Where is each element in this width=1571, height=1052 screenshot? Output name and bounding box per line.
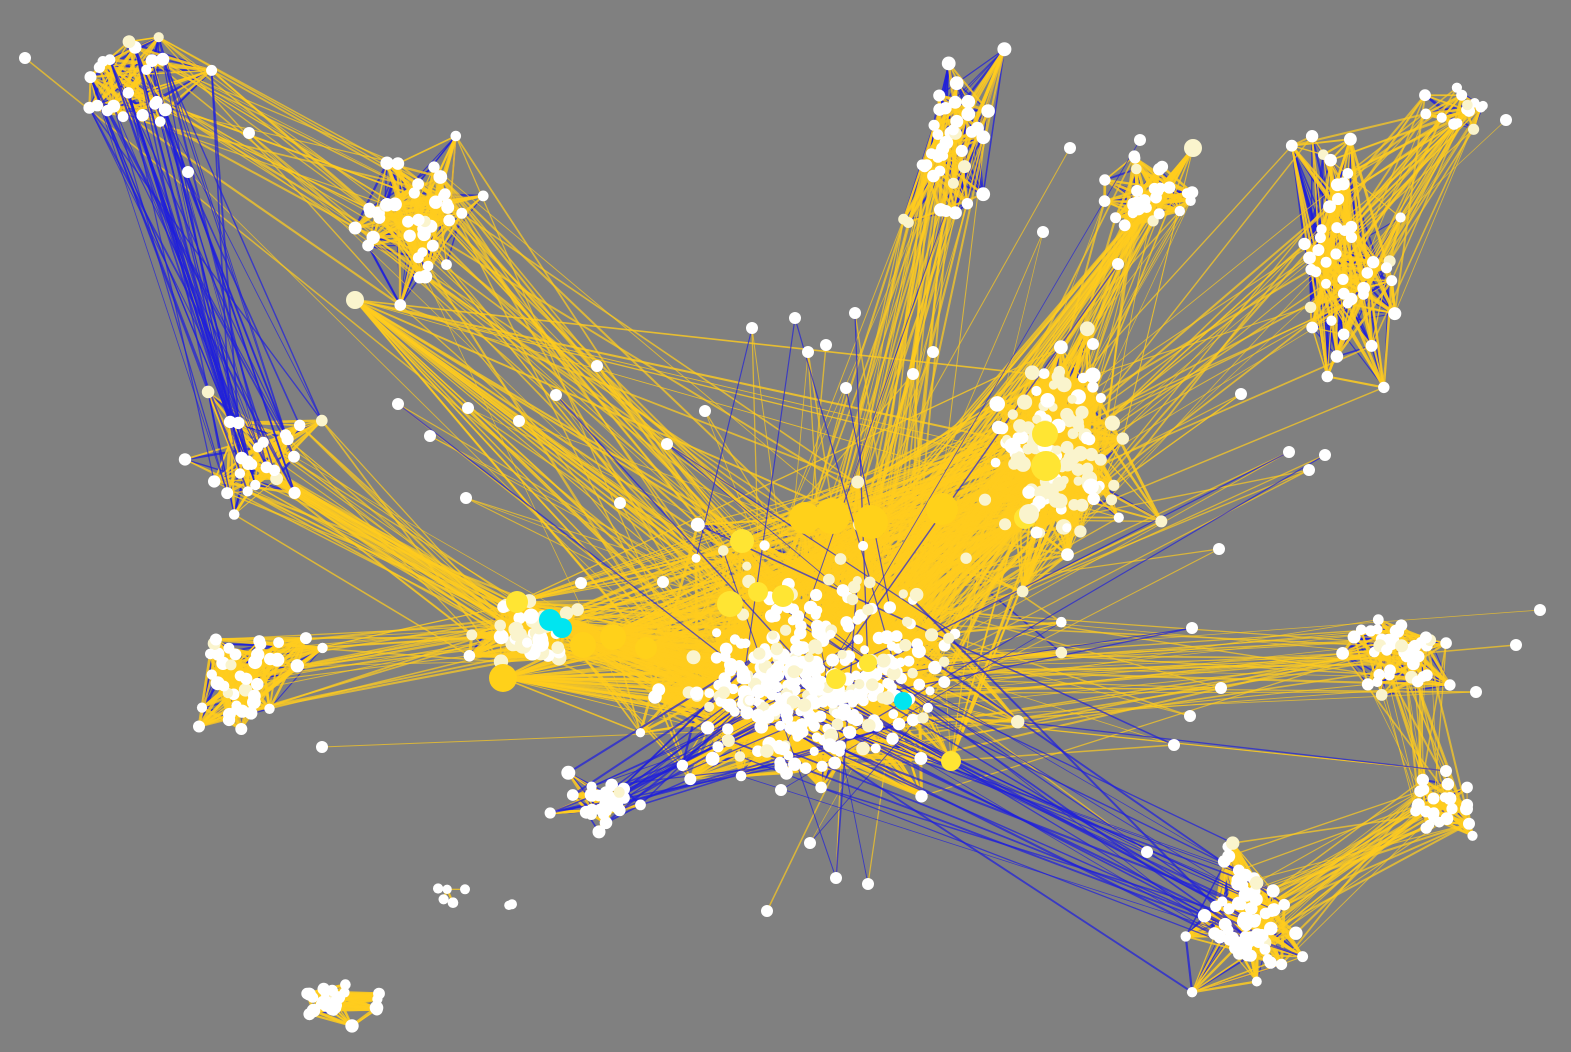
graph-edge [207,391,241,474]
graph-edge [938,48,1005,97]
graph-edge [269,647,323,710]
graph-edge [198,674,213,727]
graph-edge [417,135,457,185]
graph-edge [982,49,1006,195]
graph-edge [397,135,457,165]
graph-edge [247,424,301,466]
graph-edge [197,653,212,727]
graph-edge [1184,936,1194,993]
graph-edge [367,244,402,306]
gold-edge-layer [24,36,1541,1028]
graph-edge [227,648,236,695]
graph-edge [215,637,323,650]
